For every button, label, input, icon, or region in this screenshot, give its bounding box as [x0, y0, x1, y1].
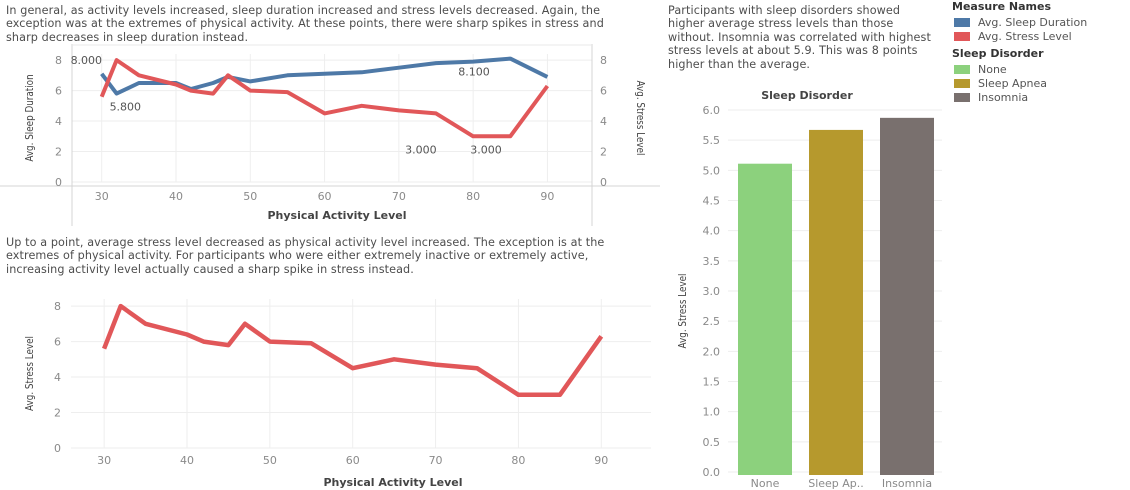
y-tick-label: 0.5: [703, 436, 721, 449]
y2-tick-label: 4: [600, 115, 607, 128]
x-tick-label: 40: [169, 190, 183, 203]
y-tick-label: 4.5: [703, 195, 721, 208]
y-tick-label: 0.0: [703, 466, 721, 479]
x-tick-label: None: [751, 477, 780, 490]
y-tick-label: 6.0: [703, 104, 721, 117]
legend-item-sleep-duration[interactable]: Avg. Sleep Duration: [952, 15, 1130, 29]
x-tick-label: 90: [594, 454, 608, 467]
y-tick-label: 2.5: [703, 315, 721, 328]
y-tick-label: 8: [54, 300, 61, 313]
legend: Measure Names Avg. Sleep Duration Avg. S…: [952, 0, 1130, 107]
legend-swatch-sleep-apnea: [954, 78, 970, 88]
y-tick-label: 0: [55, 176, 62, 189]
series-line-avg-stress-level: [99, 58, 550, 139]
caption-activity-stress: Up to a point, average stress level decr…: [6, 236, 605, 276]
data-label: 8.000: [71, 54, 103, 67]
caption-sleep-disorder: Participants with sleep disorders showed…: [668, 4, 931, 71]
legend-title-sleep-disorder: Sleep Disorder: [952, 47, 1044, 60]
legend-swatch-sleep-duration: [954, 17, 970, 27]
y-tick-label: 4: [55, 115, 62, 128]
x-tick-label: 50: [243, 190, 257, 203]
legend-swatch-stress-level: [954, 31, 970, 41]
x-tick-label: 60: [318, 190, 332, 203]
y-tick-label: 4: [54, 371, 61, 384]
y-axis-title: Avg. Stress Level: [677, 274, 689, 349]
legend-label: Insomnia: [978, 90, 1029, 104]
y-axis-title: Avg. Stress Level: [24, 336, 36, 411]
legend-item-insomnia[interactable]: Insomnia: [952, 90, 1130, 104]
x-tick-label: 30: [97, 454, 111, 467]
x-axis-title: Physical Activity Level: [323, 476, 462, 489]
x-tick-label: 30: [95, 190, 109, 203]
legend-item-sleep-apnea[interactable]: Sleep Apnea: [952, 76, 1130, 90]
y2-tick-label: 8: [600, 54, 607, 67]
legend-item-stress-level[interactable]: Avg. Stress Level: [952, 29, 1130, 43]
bar-chart-title: Sleep Disorder: [761, 89, 853, 102]
series-line-avg-stress-level: [102, 303, 604, 398]
x-tick-label: 70: [392, 190, 406, 203]
y2-tick-label: 2: [600, 146, 607, 159]
x-tick-label: 80: [511, 454, 525, 467]
x-tick-label: Sleep Ap..: [808, 477, 864, 490]
y2-tick-label: 6: [600, 85, 607, 98]
legend-swatch-none: [954, 64, 970, 74]
x-tick-label: 50: [263, 454, 277, 467]
x-tick-label: 90: [540, 190, 554, 203]
y-tick-label: 6: [54, 336, 61, 349]
stress-line-chart: 30 40 50 60 70 80 90 0 2 4 6 8 Physical Activity Lev…: [24, 299, 651, 489]
y2-axis-title: Avg. Stress Level: [634, 81, 646, 156]
legend-sleep-disorder: Sleep Disorder None Sleep Apnea Insomnia: [952, 47, 1130, 104]
y-tick-label: 4.0: [703, 225, 721, 238]
y-tick-label: 2: [55, 146, 62, 159]
sleep-disorder-bar-chart: 0.0 0.5 1.0 1.5 2.0 2.5 3.0 3.5 4.0 4.5 5.0 5.5 6.0 S…: [677, 89, 942, 490]
legend-item-none[interactable]: None: [952, 62, 1130, 76]
bar-none: [738, 163, 792, 475]
y-tick-label: 8: [55, 54, 62, 67]
y2-tick-label: 0: [600, 176, 607, 189]
y-tick-label: 3.5: [703, 255, 721, 268]
bar-insomnia: [880, 117, 934, 476]
series-line-avg-sleep-duration: [100, 56, 549, 96]
legend-label: None: [978, 62, 1007, 76]
data-label: 8.100: [458, 66, 490, 79]
legend-label: Sleep Apnea: [978, 76, 1048, 90]
x-tick-label: 80: [466, 190, 480, 203]
y-tick-label: 2: [54, 407, 61, 420]
y-tick-label: 1.0: [703, 406, 721, 419]
x-tick-label: 70: [429, 454, 443, 467]
x-tick-label: Insomnia: [882, 477, 932, 490]
legend-swatch-insomnia: [954, 92, 970, 102]
data-label: 5.800: [110, 101, 142, 114]
caption-activity-sleep-stress: In general, as activity levels increased…: [6, 4, 604, 44]
legend-measure-names: Measure Names Avg. Sleep Duration Avg. S…: [952, 0, 1130, 43]
legend-label: Avg. Stress Level: [978, 29, 1072, 43]
y-tick-label: 5.0: [703, 164, 721, 177]
data-label: 3.000: [470, 143, 502, 156]
y-tick-label: 6: [55, 85, 62, 98]
y-tick-label: 0: [54, 442, 61, 455]
x-axis-title: Physical Activity Level: [267, 209, 406, 222]
y-axis-title: Avg. Sleep Duration: [24, 74, 36, 161]
x-tick-label: 40: [180, 454, 194, 467]
y-tick-label: 3.0: [703, 285, 721, 298]
bar-sleep-ap: [809, 129, 863, 475]
y-tick-label: 1.5: [703, 376, 721, 389]
legend-label: Avg. Sleep Duration: [978, 15, 1088, 29]
y-tick-label: 2.0: [703, 345, 721, 358]
x-tick-label: 60: [346, 454, 360, 467]
y-tick-label: 5.5: [703, 134, 721, 147]
data-label: 3.000: [405, 143, 437, 156]
legend-title-measure-names: Measure Names: [952, 0, 1052, 13]
